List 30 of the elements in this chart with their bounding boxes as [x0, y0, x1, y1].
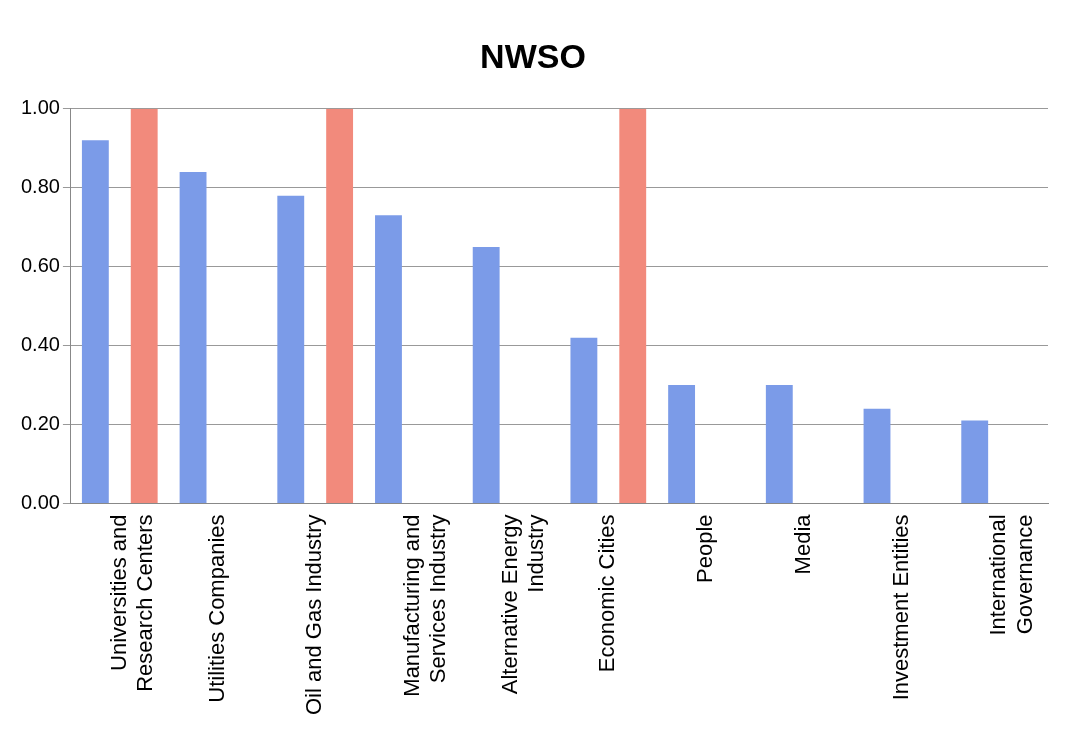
x-tick-label: People [692, 514, 718, 583]
x-tick-label: Alternative Energy Industry [496, 514, 549, 695]
bar [81, 140, 109, 503]
chart-title: NWSO [480, 36, 586, 75]
bar [179, 171, 207, 503]
bar [277, 195, 305, 503]
x-tick-label: Investment Entities [887, 514, 913, 701]
x-tick-label: Economic Cities [594, 514, 620, 673]
y-tick-label: 0.00 [20, 490, 60, 513]
bar [472, 246, 500, 503]
bar [961, 420, 989, 503]
x-tick-label: Utilities Companies [203, 514, 229, 703]
y-tick-label: 0.60 [20, 254, 60, 277]
bar [668, 385, 696, 503]
bar [326, 108, 354, 503]
y-tick-label: 1.00 [20, 96, 60, 119]
bar [619, 108, 647, 503]
bar [130, 108, 158, 503]
bar [375, 215, 402, 503]
x-tick-label: International Governance [985, 514, 1037, 636]
y-tick-label: 0.80 [20, 175, 60, 198]
bar [863, 408, 891, 503]
x-tick-label: Manufacturing and Services Industry [398, 514, 451, 697]
bar [570, 337, 598, 503]
x-tick-label: Universities and Research Centers [105, 514, 158, 692]
y-tick-label: 0.20 [20, 412, 60, 435]
y-tick-label: 0.40 [20, 333, 60, 356]
x-tick-label: Oil and Gas Industry [301, 514, 327, 716]
bar [765, 385, 793, 503]
x-tick-label: Media [789, 513, 815, 575]
